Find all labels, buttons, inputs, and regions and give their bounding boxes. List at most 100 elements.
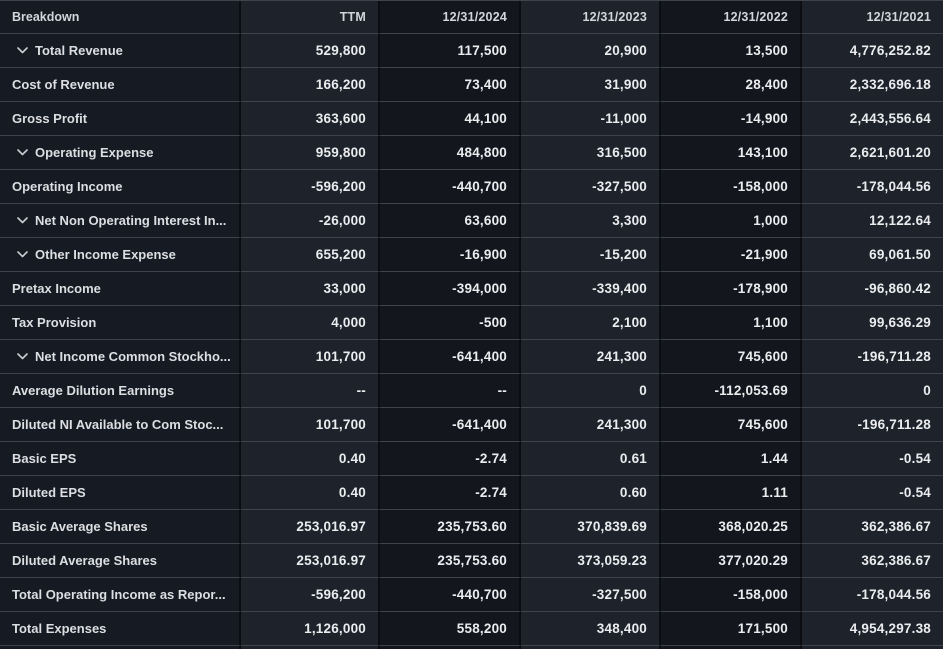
row-label-cell[interactable]: Net Non Operating Interest In... [0,204,241,238]
table-row[interactable]: Other Income Expense 655,200 -16,900 -15,20… [0,238,943,272]
row-label: Other Income Expense [35,247,176,262]
table-row[interactable]: Net Non Operating Interest In... -26,000 6… [0,204,943,238]
cell-value: -641,400 [452,349,507,364]
value-cell: 373,059.23 [521,544,661,578]
cell-value: 2,621,601.20 [849,145,931,160]
table-row[interactable]: Operating Expense 959,800 484,800 316,500 14… [0,136,943,170]
chevron-down-icon[interactable] [17,149,28,156]
value-cell: -641,400 [380,340,521,374]
value-cell: 0.40 [241,476,380,510]
row-label-cell[interactable]: Other Income Expense [0,238,241,272]
cell-value: -- [497,383,507,398]
table-row[interactable]: Total Revenue 529,800 117,500 20,900 13,500 4… [0,34,943,68]
row-label-cell: Diluted EPS [0,476,241,510]
cell-value: -- [356,383,366,398]
cell-value: -196,711.28 [857,417,931,432]
cell-value: 235,753.60 [437,553,507,568]
cell-value: -641,400 [452,417,507,432]
cell-value: -16,900 [459,247,507,262]
value-cell: 316,500 [521,136,661,170]
cell-value: 529,800 [315,43,366,58]
cell-value: 1,000 [753,213,788,228]
chevron-down-icon[interactable] [17,353,28,360]
value-cell [380,646,521,649]
cell-value: 0.40 [338,485,366,500]
row-label: Net Non Operating Interest In... [35,213,227,228]
value-cell: -26,000 [241,204,380,238]
value-cell: 117,500 [380,34,521,68]
cell-value: 99,636.29 [869,315,931,330]
row-label: Diluted Average Shares [12,553,157,568]
cell-value: 44,100 [464,111,507,126]
row-label-cell[interactable]: Net Income Common Stockho... [0,340,241,374]
row-label-cell: Diluted NI Available to Com Stoc... [0,408,241,442]
row-label: Basic EPS [12,451,77,466]
column-header: 12/31/2022 [661,1,802,34]
cell-value: 0 [639,383,647,398]
cell-value: -158,000 [733,179,788,194]
cell-value: -0.54 [899,485,931,500]
value-cell: 0.60 [521,476,661,510]
value-cell: 558,200 [380,612,521,646]
value-cell: -96,860.42 [802,272,943,306]
chevron-down-icon[interactable] [17,251,28,258]
column-header: 12/31/2023 [521,1,661,34]
value-cell: -596,200 [241,170,380,204]
value-cell: 20,900 [521,34,661,68]
cell-value: 253,016.97 [296,519,366,534]
table-row-partial [0,646,943,649]
table-row: Diluted EPS 0.40 -2.74 0.60 1.11 -0.54 [0,476,943,510]
cell-value: 959,800 [315,145,366,160]
row-label: Tax Provision [12,315,97,330]
chevron-down-icon[interactable] [17,217,28,224]
value-cell: -16,900 [380,238,521,272]
row-label-cell: Basic Average Shares [0,510,241,544]
value-cell: -641,400 [380,408,521,442]
cell-value: -596,200 [311,179,366,194]
cell-value: 31,900 [604,77,647,92]
value-cell: 63,600 [380,204,521,238]
row-label: Diluted NI Available to Com Stoc... [12,417,224,432]
cell-value: 362,386.67 [861,519,931,534]
cell-value: 73,400 [464,77,507,92]
column-header: 12/31/2024 [380,1,521,34]
value-cell: -440,700 [380,170,521,204]
cell-value: -394,000 [452,281,507,296]
column-header: 12/31/2021 [802,1,943,34]
cell-value: 4,776,252.82 [849,43,931,58]
cell-value: 166,200 [315,77,366,92]
table-row[interactable]: Net Income Common Stockho... 101,700 -641,… [0,340,943,374]
value-cell: 1,000 [661,204,802,238]
value-cell: 0 [802,374,943,408]
value-cell: 171,500 [661,612,802,646]
value-cell: 745,600 [661,340,802,374]
value-cell: 2,443,556.64 [802,102,943,136]
row-label: Operating Expense [35,145,154,160]
row-label-cell[interactable]: Total Revenue [0,34,241,68]
row-label-cell[interactable]: Operating Expense [0,136,241,170]
cell-value: -14,900 [740,111,788,126]
chevron-down-icon[interactable] [17,47,28,54]
cell-value: -178,900 [733,281,788,296]
value-cell: 362,386.67 [802,510,943,544]
cell-value: 745,600 [737,417,788,432]
value-cell: 1.44 [661,442,802,476]
cell-value: -440,700 [452,179,507,194]
value-cell: -0.54 [802,442,943,476]
cell-value: -2.74 [475,451,507,466]
value-cell: -178,900 [661,272,802,306]
cell-value: 373,059.23 [577,553,647,568]
table-row: Average Dilution Earnings -- -- 0 -112,053.6… [0,374,943,408]
cell-value: -158,000 [733,587,788,602]
cell-value: 20,900 [604,43,647,58]
cell-value: 377,020.29 [718,553,788,568]
cell-value: -15,200 [599,247,647,262]
cell-value: 348,400 [596,621,647,636]
value-cell: -2.74 [380,476,521,510]
value-cell: -14,900 [661,102,802,136]
table-row: Diluted NI Available to Com Stoc... 101,7… [0,408,943,442]
value-cell: 2,100 [521,306,661,340]
cell-value: -178,044.56 [856,587,931,602]
cell-value: 235,753.60 [437,519,507,534]
table-row: Basic Average Shares 253,016.97 235,753.60… [0,510,943,544]
